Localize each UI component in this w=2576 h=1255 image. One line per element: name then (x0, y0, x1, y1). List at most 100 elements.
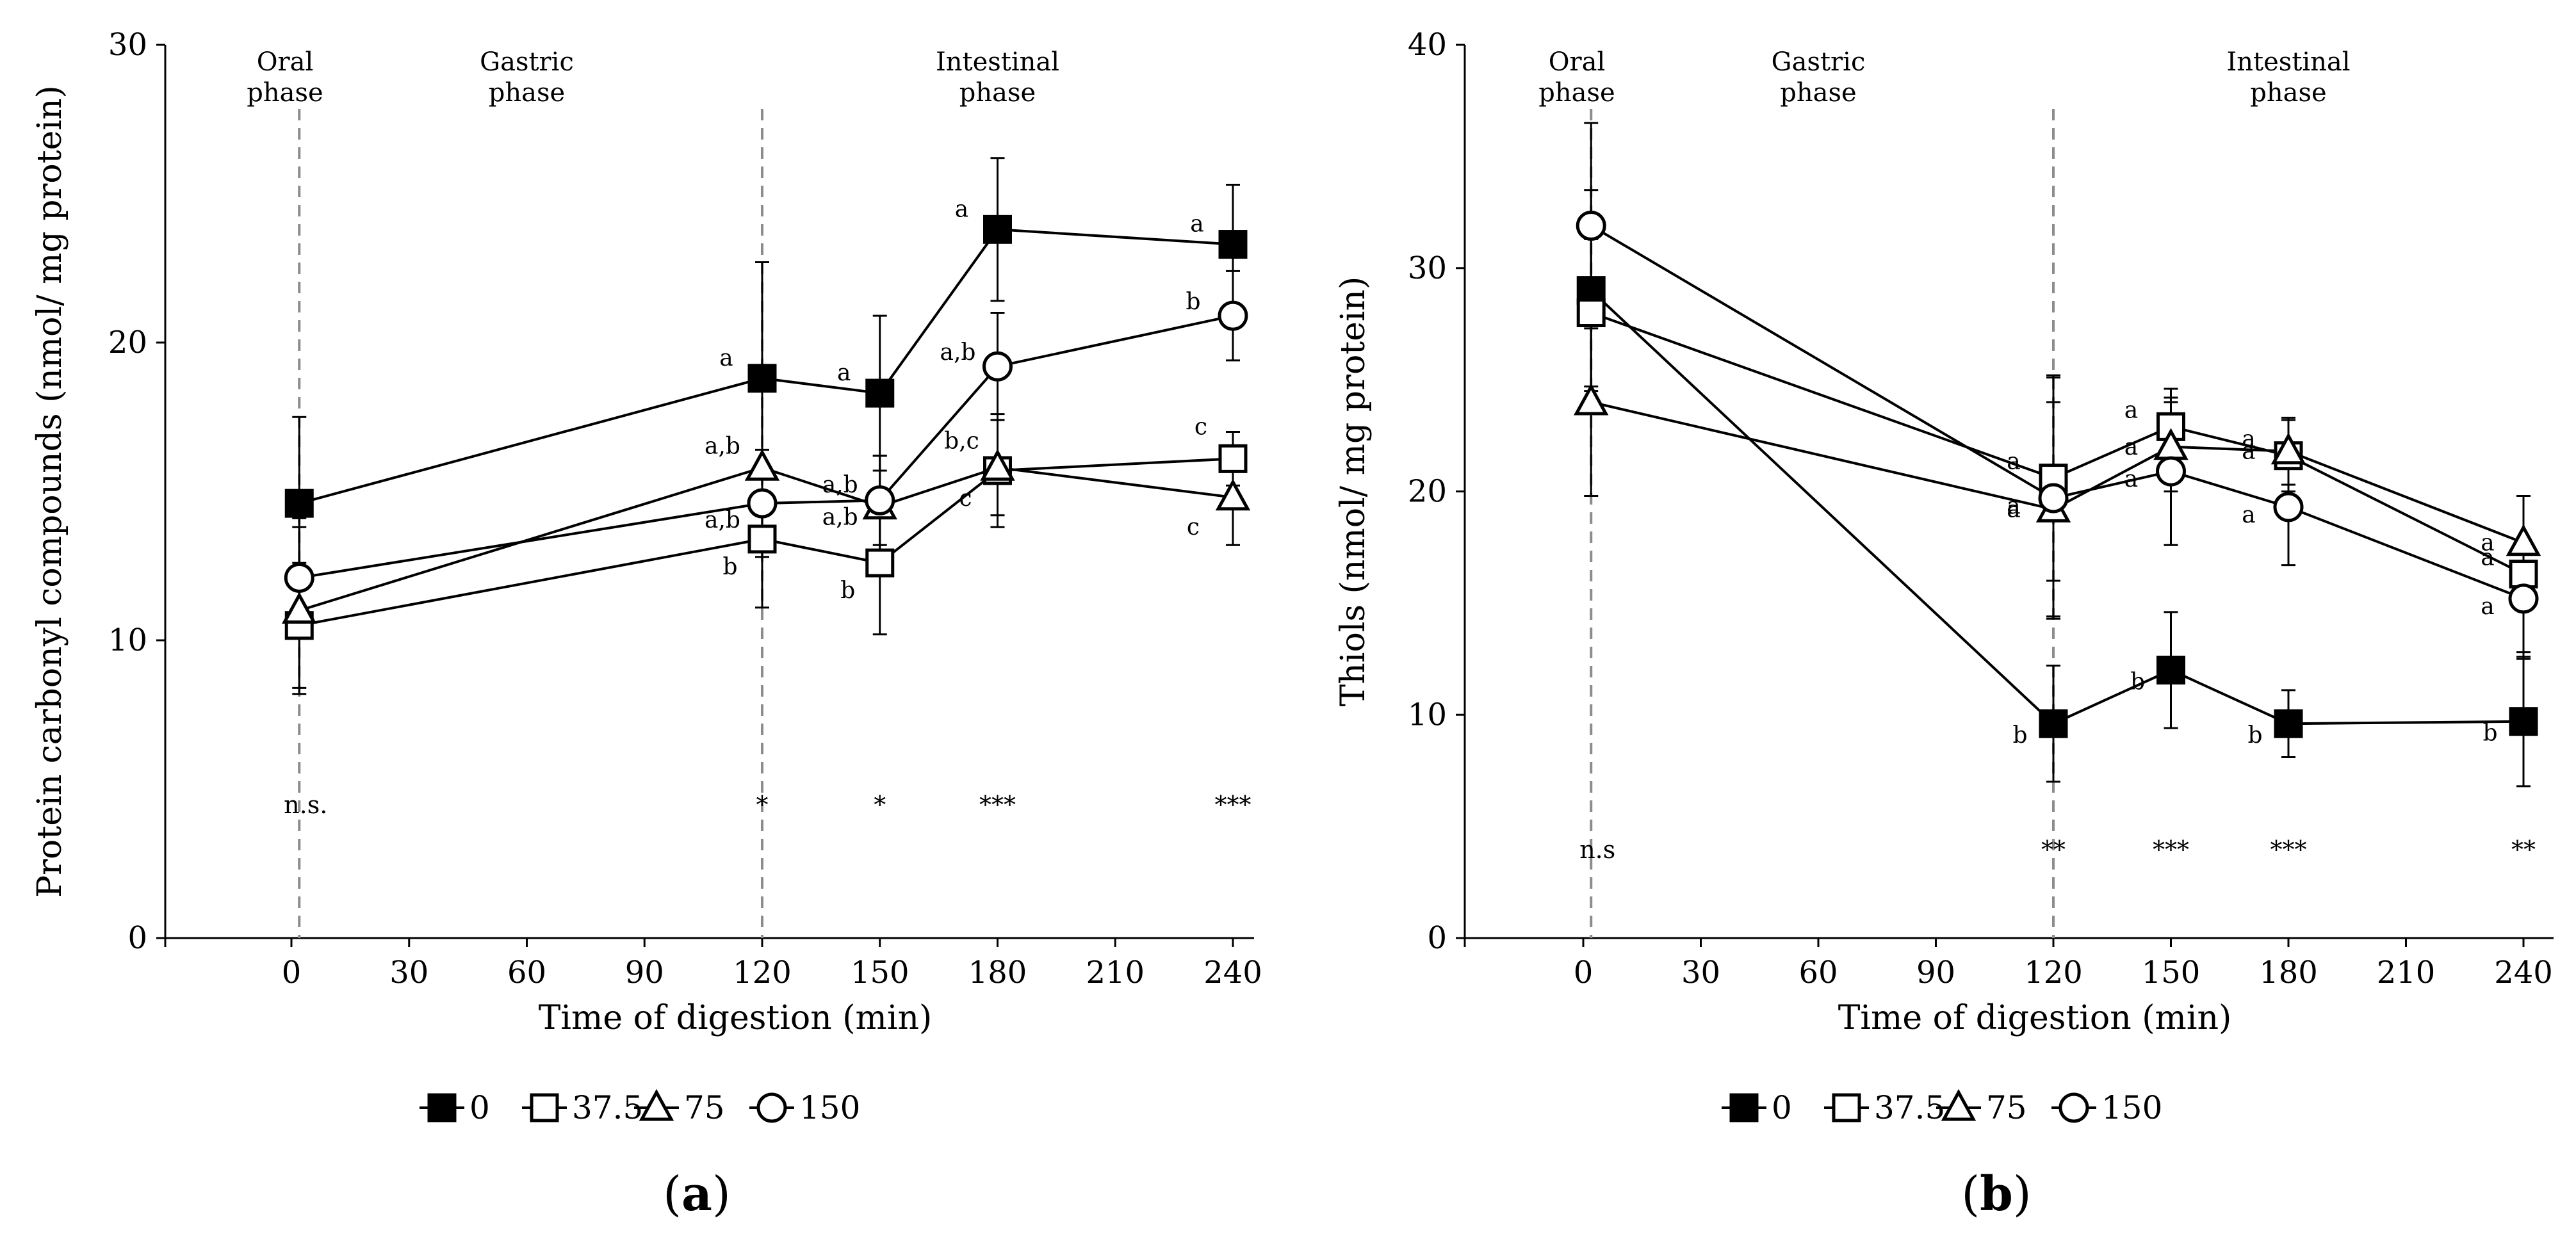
significance-letter: c (959, 485, 972, 512)
markers-0 (1576, 276, 2538, 738)
phase-label: phase (247, 78, 323, 108)
x-tick-label: 60 (1798, 955, 1838, 991)
y-tick-label: 0 (127, 920, 147, 956)
significance-letter: a,b (705, 433, 740, 459)
data-point (747, 488, 778, 519)
legend-marker (1729, 1093, 1759, 1122)
y-tick-label: 20 (108, 325, 147, 360)
panel-paren-close: ) (712, 1167, 731, 1222)
y-axis-title: Thiols (nmol/ mg protein) (1334, 277, 1373, 707)
legend-marker (756, 1092, 787, 1123)
legend-label: 37.5 (1874, 1089, 1945, 1126)
data-point (747, 524, 777, 554)
legend-marker (2058, 1092, 2089, 1123)
legend-label: 75 (1986, 1089, 2027, 1126)
significance-letter: a (837, 360, 851, 386)
significance-letter: b (2482, 720, 2497, 747)
x-axis-title: Time of digestion (min) (1838, 999, 2232, 1037)
chart-a: 0 10 20 30 0 30 60 90 120 150 180 210 240 Time of dig… (31, 27, 1262, 1222)
legend-item-37.5: 37.5 (522, 1089, 643, 1126)
data-point (865, 548, 895, 578)
x-tick-label: 240 (2494, 955, 2553, 991)
y-axis-title: Protein carbonyl compounds (nmol/ mg pro… (31, 85, 69, 898)
data-point (284, 562, 314, 593)
significance-letter: a (2481, 545, 2494, 571)
phase-label: Gastric (480, 47, 574, 77)
legend-label: 37.5 (572, 1089, 643, 1126)
significance-letter: a (2124, 434, 2138, 460)
y-tick-label: 30 (108, 27, 147, 63)
x-tick-label: 210 (2377, 955, 2436, 991)
significance-letter: a (2242, 439, 2255, 465)
data-point (2508, 583, 2539, 614)
significance-letter: c (1194, 414, 1207, 440)
legend-item-0: 0 (420, 1089, 490, 1126)
markers-0 (284, 215, 1248, 518)
x-tick-label: 30 (1681, 955, 1720, 991)
phase-label: Oral (257, 47, 314, 77)
data-point (2038, 483, 2069, 514)
significance-letter: b (2247, 722, 2262, 749)
x-tick-label: 150 (851, 955, 909, 991)
data-point (2509, 560, 2538, 589)
data-point (1576, 298, 1606, 327)
legend-marker (530, 1093, 559, 1122)
x-tick-label: 240 (1203, 955, 1262, 991)
data-point (282, 592, 317, 624)
data-point (1215, 478, 1251, 511)
data-point (2274, 709, 2303, 738)
legend: 0 37.5 75 150 (420, 1089, 860, 1126)
data-point (980, 449, 1015, 481)
significance-letter: a,b (940, 339, 976, 366)
significance-letter: b (722, 554, 737, 580)
y-tick-label: 10 (1408, 697, 1447, 733)
legend-label: 0 (1772, 1089, 1792, 1126)
legend-label: 75 (684, 1089, 725, 1126)
phase-label: phase (489, 78, 565, 108)
data-point (747, 364, 777, 393)
significance-letter: a (1190, 211, 1203, 238)
data-point (982, 351, 1013, 382)
data-point (2506, 524, 2541, 556)
significance-label: n.s (1579, 836, 1615, 864)
data-point (2039, 709, 2068, 738)
x-tick-label: 90 (1916, 955, 1955, 991)
y-tick-label: 40 (1408, 27, 1447, 63)
significance-letter: a (2242, 426, 2255, 453)
significance-label: *** (2270, 836, 2307, 864)
significance-letter: a (2007, 496, 2020, 522)
significance-letter: a (2124, 397, 2138, 423)
x-tick-label: 150 (2142, 955, 2201, 991)
y-tick-label: 10 (108, 622, 147, 658)
significance-label: ** (2511, 836, 2536, 864)
significance-letter: a (955, 196, 968, 222)
x-tick-label: 30 (389, 955, 428, 991)
panel-label: (a) (663, 1167, 731, 1222)
chart-b: 0 10 20 30 40 0 30 60 90 120 150 180 210 240 Time of d… (1334, 27, 2554, 1222)
x-tick-label: 0 (1574, 955, 1594, 991)
significance-letter: a (2481, 594, 2494, 620)
significance-label: ** (2041, 836, 2066, 864)
data-point (1218, 300, 1248, 331)
data-point (1218, 444, 1248, 473)
significance-letter: a,b (822, 504, 858, 530)
series-75 (1584, 307, 2531, 618)
phase-label: phase (1538, 78, 1615, 108)
x-tick-label: 60 (507, 955, 546, 991)
phase-label: phase (2250, 78, 2326, 108)
panel-letter: a (681, 1167, 712, 1222)
x-tick-label: 0 (282, 955, 302, 991)
phase-label: phase (959, 78, 1036, 108)
y-tick-label: 20 (1408, 474, 1447, 510)
data-point (1574, 383, 1609, 416)
data-point (1576, 210, 1606, 241)
legend-marker (1832, 1093, 1861, 1122)
series-line (1590, 311, 2524, 576)
significance-letter: a (2242, 502, 2255, 528)
phase-label: Intestinal (936, 47, 1059, 77)
y-tick-label: 30 (1408, 250, 1447, 286)
legend-label: 0 (469, 1089, 490, 1126)
legend-item-0: 0 (1722, 1089, 1792, 1126)
markers-150 (284, 300, 1248, 593)
x-tick-label: 180 (968, 955, 1027, 991)
